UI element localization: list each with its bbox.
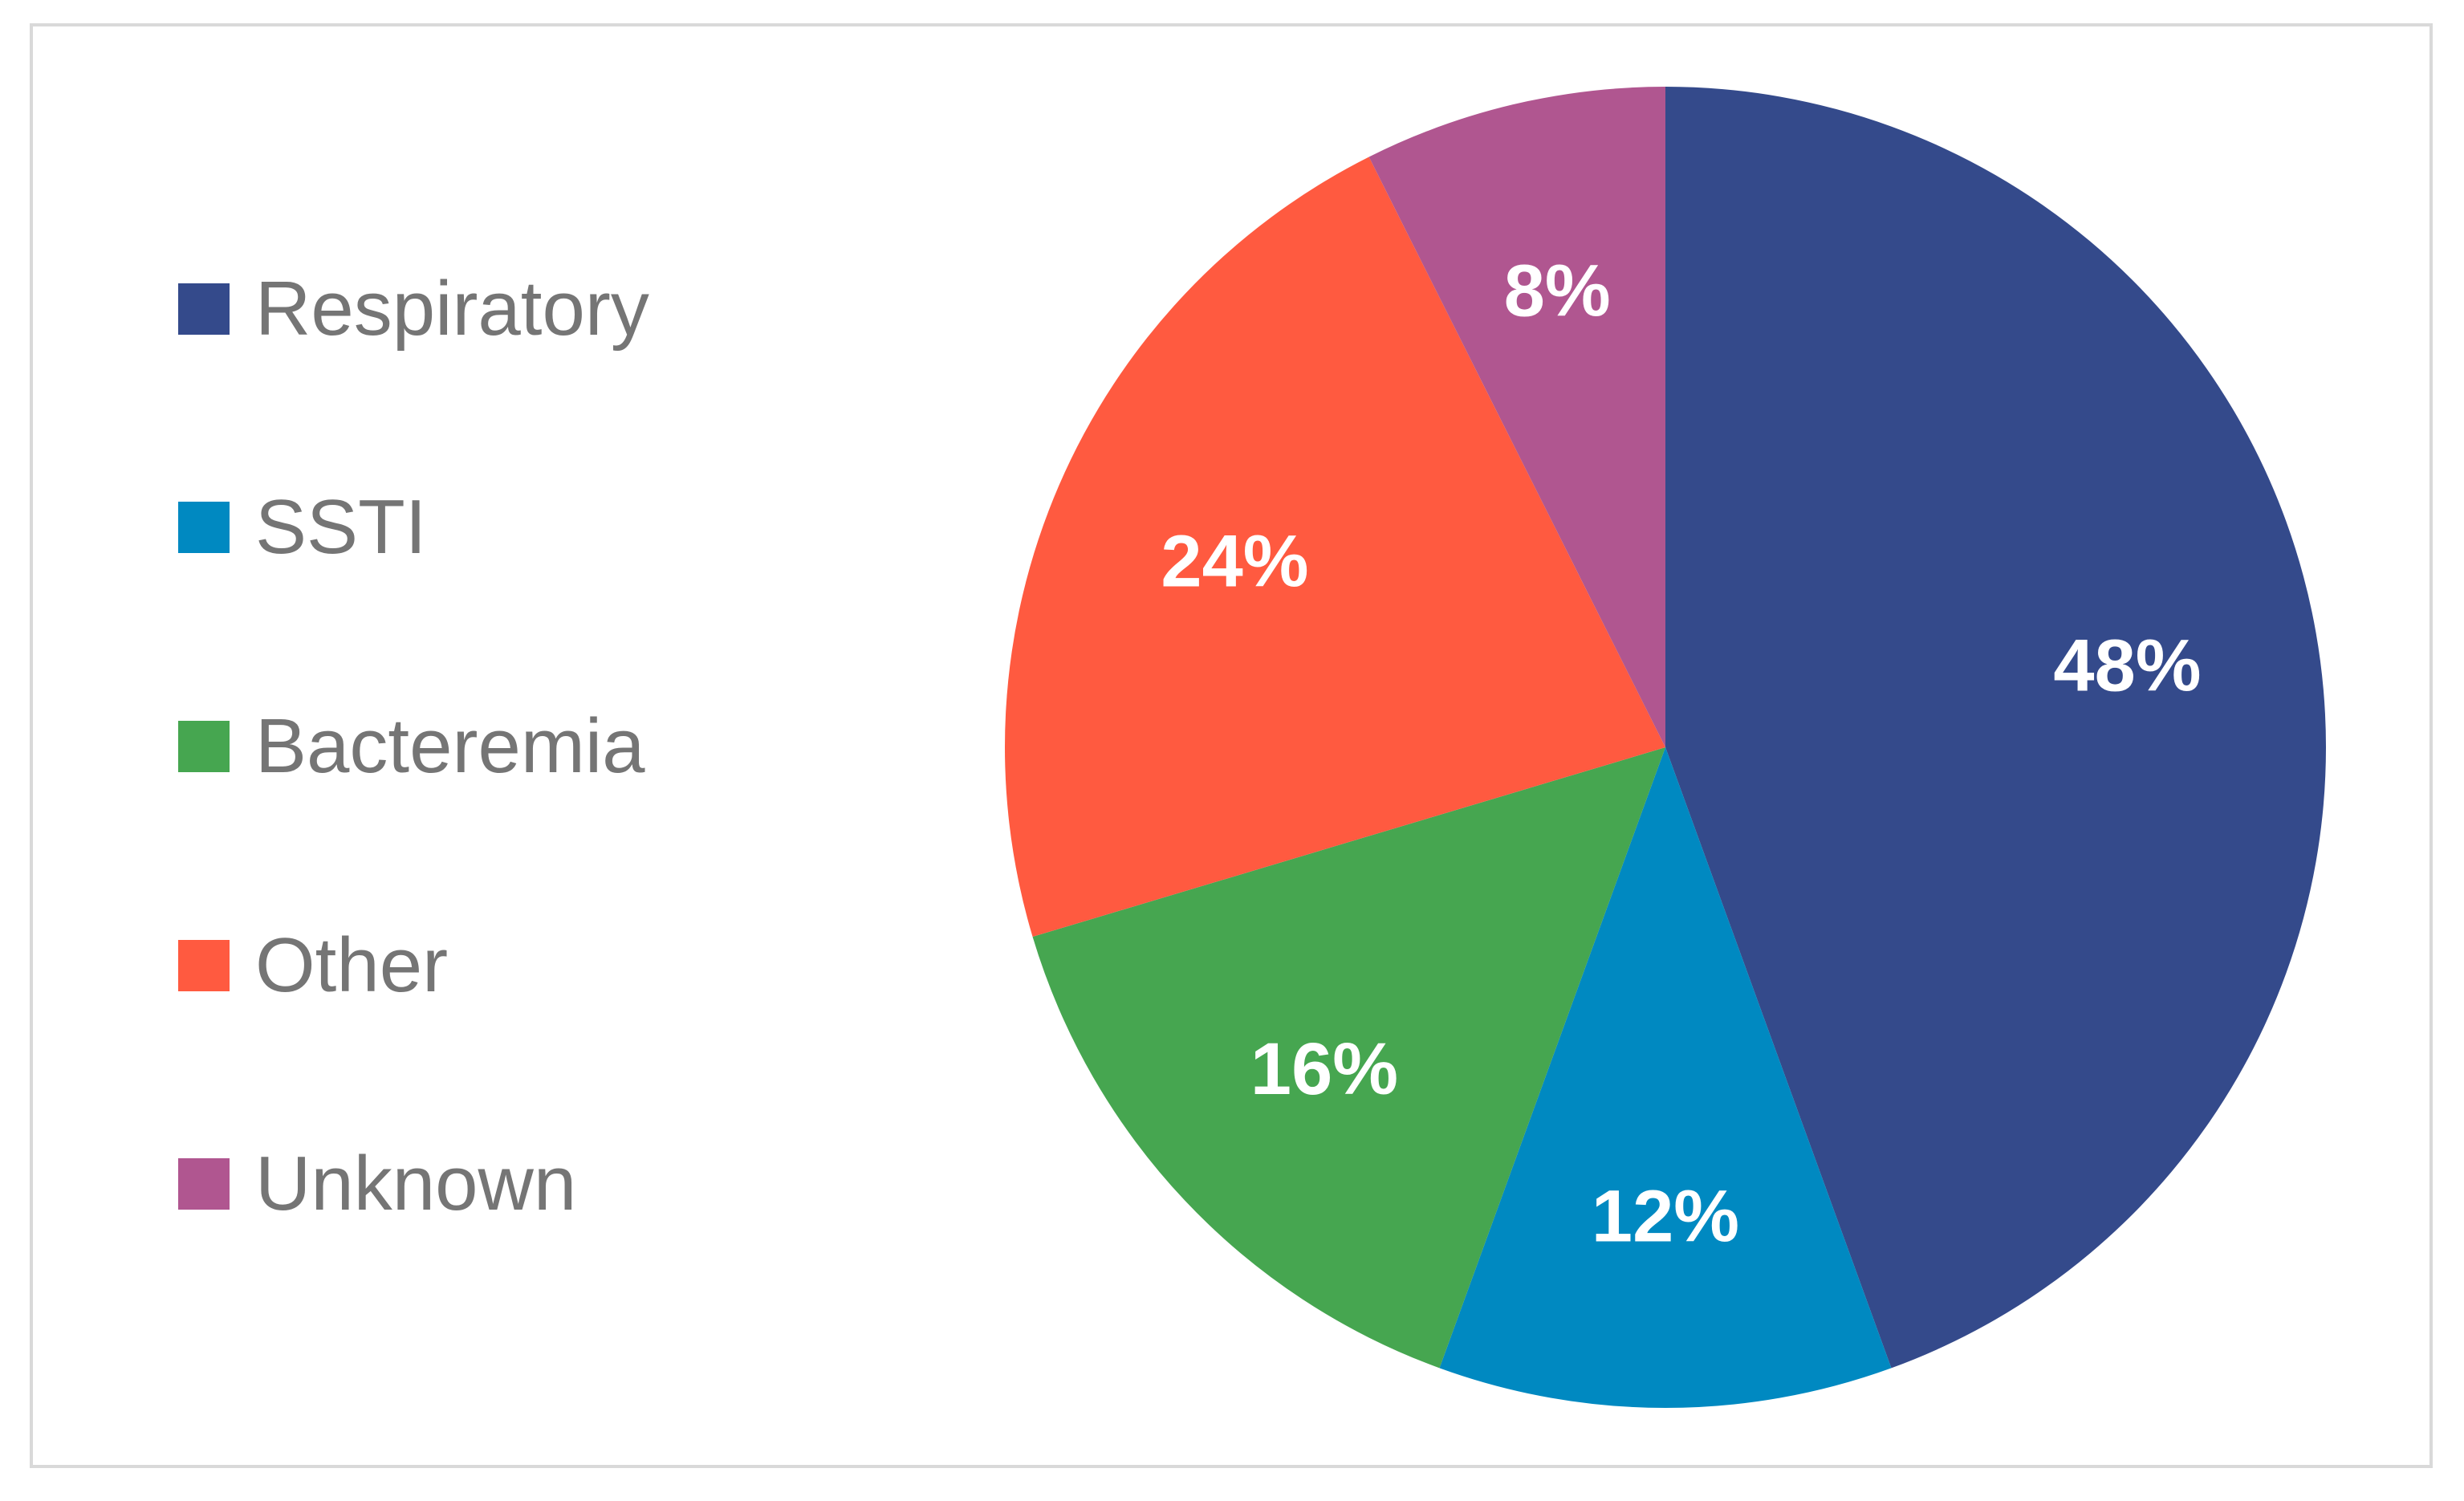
legend-label-bacteremia: Bacteremia — [255, 703, 645, 789]
legend-item-unknown: Unknown — [178, 1136, 576, 1232]
pie-slice-respiratory — [1665, 87, 2327, 1369]
legend-swatch-respiratory — [178, 283, 230, 335]
legend-label-unknown: Unknown — [255, 1141, 577, 1226]
chart-legend: Respiratory SSTI Bacteremia Other Unknow… — [178, 0, 901, 1501]
legend-label-respiratory: Respiratory — [255, 266, 649, 352]
data-label-unknown: 8% — [1504, 250, 1611, 332]
data-label-ssti: 12% — [1592, 1175, 1739, 1257]
legend-swatch-ssti — [178, 502, 230, 553]
pie-slice-ssti — [1439, 747, 1892, 1409]
data-label-bacteremia: 16% — [1250, 1028, 1398, 1110]
data-label-respiratory: 48% — [2053, 625, 2201, 707]
legend-item-other: Other — [178, 917, 448, 1014]
legend-swatch-bacteremia — [178, 721, 230, 772]
legend-item-ssti: SSTI — [178, 479, 426, 576]
legend-label-ssti: SSTI — [255, 484, 427, 570]
pie-slices — [1004, 87, 2327, 1409]
legend-item-bacteremia: Bacteremia — [178, 698, 645, 795]
pie-slice-other — [1004, 157, 1665, 938]
pie-slice-bacteremia — [1032, 747, 1665, 1369]
legend-swatch-other — [178, 940, 230, 991]
legend-item-respiratory: Respiratory — [178, 261, 649, 357]
data-label-other: 24% — [1161, 521, 1308, 603]
pie-data-labels: 48% 12% 16% 24% 8% — [1161, 250, 2201, 1257]
pie-slice-unknown — [1368, 87, 1665, 747]
legend-label-other: Other — [255, 922, 449, 1008]
legend-swatch-unknown — [178, 1158, 230, 1210]
